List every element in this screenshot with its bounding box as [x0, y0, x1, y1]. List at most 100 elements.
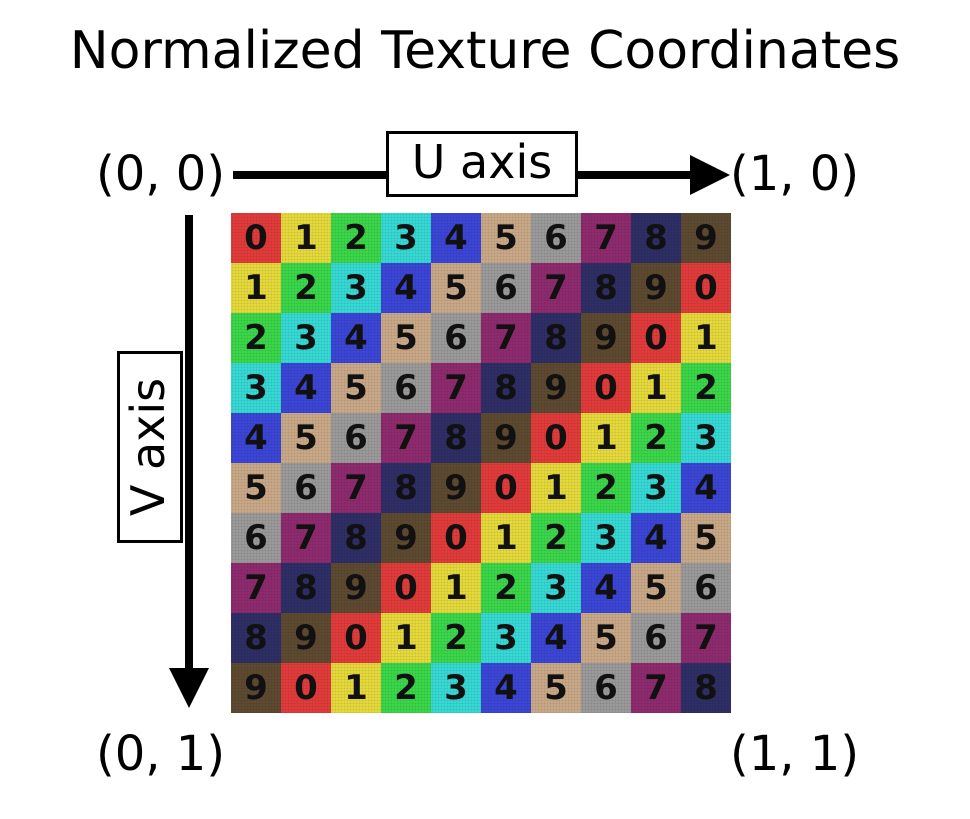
- corner-label-top-right: (1, 0): [730, 146, 860, 202]
- corner-label-bottom-right: (1, 1): [730, 726, 860, 782]
- texture-cell: 7: [281, 513, 331, 563]
- texture-cell: 6: [381, 363, 431, 413]
- texture-cell: 7: [531, 263, 581, 313]
- texture-cell: 7: [631, 663, 681, 713]
- texture-cell: 0: [581, 363, 631, 413]
- texture-cell: 6: [681, 563, 731, 613]
- texture-cell: 5: [481, 213, 531, 263]
- texture-cell: 0: [231, 213, 281, 263]
- texture-cell: 3: [231, 363, 281, 413]
- texture-cell: 6: [581, 663, 631, 713]
- texture-cell: 6: [481, 263, 531, 313]
- texture-cell: 2: [681, 363, 731, 413]
- texture-cell: 2: [281, 263, 331, 313]
- texture-cell: 1: [281, 213, 331, 263]
- texture-cell: 6: [431, 313, 481, 363]
- texture-cell: 9: [681, 213, 731, 263]
- u-axis-label: U axis: [386, 131, 578, 197]
- texture-cell: 2: [581, 463, 631, 513]
- texture-cell: 3: [431, 663, 481, 713]
- texture-cell: 7: [331, 463, 381, 513]
- texture-cell: 0: [331, 613, 381, 663]
- texture-cell: 2: [481, 563, 531, 613]
- texture-cell: 5: [231, 463, 281, 513]
- texture-cell: 3: [281, 313, 331, 363]
- u-axis-arrowhead: [690, 155, 730, 195]
- texture-cell: 1: [581, 413, 631, 463]
- texture-cell: 7: [581, 213, 631, 263]
- texture-cell: 0: [431, 513, 481, 563]
- texture-cell: 6: [231, 513, 281, 563]
- texture-cell: 6: [631, 613, 681, 663]
- texture-cell: 7: [681, 613, 731, 663]
- texture-cell: 0: [381, 563, 431, 613]
- texture-cell: 1: [531, 463, 581, 513]
- texture-cell: 4: [681, 463, 731, 513]
- texture-cell: 4: [581, 563, 631, 613]
- texture-cell: 8: [531, 313, 581, 363]
- texture-cell: 2: [331, 213, 381, 263]
- texture-cell: 4: [231, 413, 281, 463]
- texture-cell: 7: [231, 563, 281, 613]
- diagram-title: Normalized Texture Coordinates: [69, 21, 901, 81]
- texture-cell: 9: [481, 413, 531, 463]
- texture-cell: 1: [431, 563, 481, 613]
- texture-cell: 9: [231, 663, 281, 713]
- texture-cell: 2: [381, 663, 431, 713]
- texture-cell: 8: [281, 563, 331, 613]
- texture-cell: 4: [631, 513, 681, 563]
- texture-cell: 0: [531, 413, 581, 463]
- texture-cell: 5: [581, 613, 631, 663]
- texture-cell: 8: [631, 213, 681, 263]
- texture-cell: 5: [681, 513, 731, 563]
- texture-cell: 4: [481, 663, 531, 713]
- texture-cell: 8: [681, 663, 731, 713]
- texture-cell: 4: [531, 613, 581, 663]
- texture-cell: 5: [281, 413, 331, 463]
- texture-cell: 3: [631, 463, 681, 513]
- texture-cell: 3: [381, 213, 431, 263]
- texture-cell: 1: [681, 313, 731, 363]
- texture-cell: 3: [481, 613, 531, 663]
- texture-cell: 8: [581, 263, 631, 313]
- texture-cell: 6: [531, 213, 581, 263]
- texture-cell: 0: [681, 263, 731, 313]
- v-axis-label: V axis: [117, 351, 183, 543]
- texture-cell: 2: [231, 313, 281, 363]
- texture-cell: 6: [331, 413, 381, 463]
- texture-cell: 4: [431, 213, 481, 263]
- texture-cell: 3: [531, 563, 581, 613]
- texture-cell: 0: [481, 463, 531, 513]
- texture-cell: 8: [431, 413, 481, 463]
- texture-cell: 0: [281, 663, 331, 713]
- texture-cell: 5: [331, 363, 381, 413]
- texture-cell: 7: [381, 413, 431, 463]
- texture-cell: 3: [581, 513, 631, 563]
- texture-cell: 3: [331, 263, 381, 313]
- texture-cell: 0: [631, 313, 681, 363]
- texture-cell: 8: [381, 463, 431, 513]
- texture-cell: 9: [281, 613, 331, 663]
- texture-cell: 2: [631, 413, 681, 463]
- corner-label-bottom-left: (0, 1): [96, 726, 226, 782]
- v-axis-arrowhead: [169, 668, 209, 708]
- texture-cell: 1: [231, 263, 281, 313]
- texture-cell: 9: [631, 263, 681, 313]
- texture-cell: 5: [431, 263, 481, 313]
- texture-cell: 9: [581, 313, 631, 363]
- texture-cell: 5: [381, 313, 431, 363]
- texture-cell: 8: [231, 613, 281, 663]
- texture-cell: 4: [381, 263, 431, 313]
- texture-cell: 8: [331, 513, 381, 563]
- corner-label-top-left: (0, 0): [96, 146, 226, 202]
- texture-cell: 9: [531, 363, 581, 413]
- texture-cell: 2: [431, 613, 481, 663]
- texture-cell: 7: [481, 313, 531, 363]
- texture-cell: 9: [331, 563, 381, 613]
- texture-cell: 1: [381, 613, 431, 663]
- texture-cell: 4: [331, 313, 381, 363]
- texture-cell: 1: [631, 363, 681, 413]
- texture-cell: 1: [331, 663, 381, 713]
- v-axis-line: [185, 215, 193, 675]
